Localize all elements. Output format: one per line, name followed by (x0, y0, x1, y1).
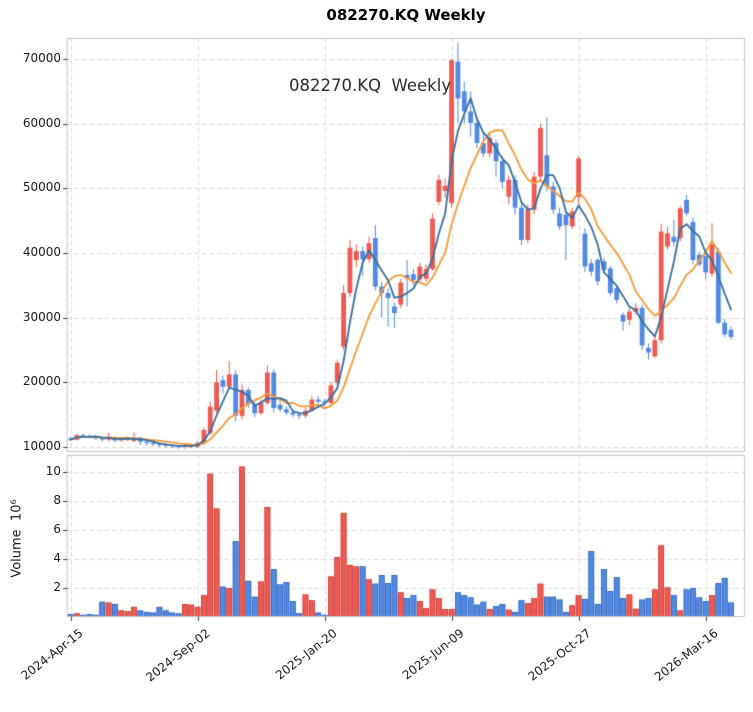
price-tick-label: 10000 (22, 438, 61, 453)
price-tick-label: 20000 (22, 374, 61, 389)
price-tick-label: 40000 (22, 244, 61, 259)
price-tick-label: 70000 (22, 51, 61, 65)
price-tick-label: 50000 (22, 180, 61, 195)
volume-tick-label: 2 (53, 580, 61, 595)
volume-tick-label: 4 (53, 551, 61, 566)
volume-tick-label: 6 (53, 522, 61, 537)
volume-tick-label: 8 (53, 493, 61, 508)
inplot-symbol-label: 082270.KQ Weekly (289, 76, 452, 95)
price-tick-label: 30000 (22, 309, 61, 324)
price-tick-label: 60000 (22, 115, 61, 130)
volume-tick-label: 10 (45, 464, 61, 479)
chart-title: 082270.KQ Weekly (326, 6, 486, 24)
